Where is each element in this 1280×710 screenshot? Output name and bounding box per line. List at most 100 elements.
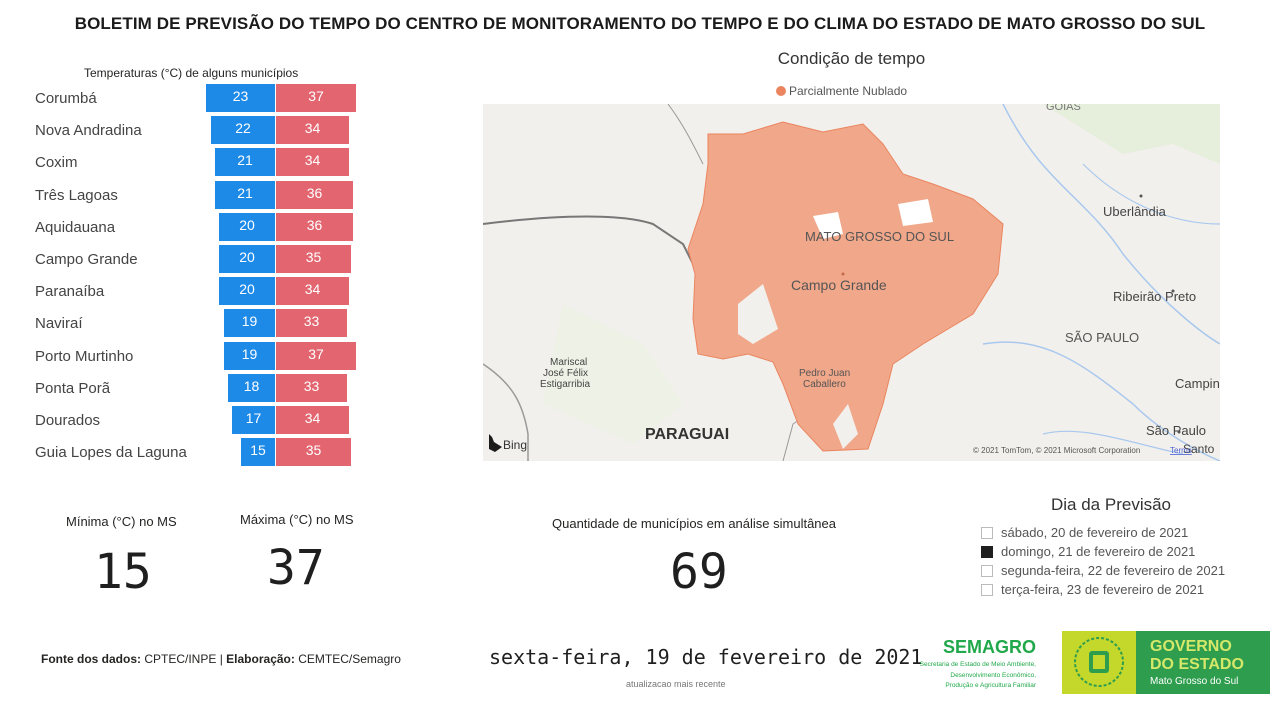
gov-line-2: DO ESTADO: [1150, 656, 1244, 673]
map-label-pedro-1: Pedro Juan: [799, 368, 850, 379]
max-temperature-bar[interactable]: 34: [276, 148, 349, 177]
min-temperature-bar[interactable]: 21: [215, 180, 275, 209]
forecast-day-label: domingo, 21 de fevereiro de 2021: [1001, 544, 1196, 559]
legend-label: Parcialmente Nublado: [789, 84, 908, 98]
min-temperature-bar[interactable]: 15: [241, 438, 275, 467]
temperature-row[interactable]: Naviraí 19 33: [0, 309, 460, 338]
max-temperature-bar[interactable]: 34: [276, 277, 349, 306]
forecast-day-label: segunda-feira, 22 de fevereiro de 2021: [1001, 563, 1226, 578]
forecast-day-option[interactable]: segunda-feira, 22 de fevereiro de 2021: [981, 563, 1225, 581]
min-temperature-bar[interactable]: 21: [215, 148, 275, 177]
map-title: Condição de tempo: [777, 49, 926, 68]
min-kpi-value: 15: [94, 544, 152, 600]
min-temperature-bar[interactable]: 23: [206, 84, 275, 112]
map-label-santo: Santo: [1183, 442, 1215, 456]
map-canvas: MATO GROSSO DO SUL Campo Grande Uberlând…: [483, 104, 1220, 461]
map-label-pedro-2: Caballero: [803, 379, 846, 390]
max-temperature-bar[interactable]: 33: [276, 309, 347, 338]
checkbox-checked-icon[interactable]: [981, 546, 993, 558]
checkbox-empty-icon[interactable]: [981, 584, 993, 596]
temperature-row[interactable]: Aquidauana 20 36: [0, 212, 460, 241]
temperature-row[interactable]: Ponta Porã 18 33: [0, 373, 460, 402]
forecast-day-label: terça-feira, 23 de fevereiro de 2021: [1001, 582, 1205, 597]
min-temperature-bar[interactable]: 18: [228, 373, 275, 402]
bing-label: Bing: [503, 438, 527, 452]
min-temperature-bar[interactable]: 20: [219, 245, 275, 273]
min-temperature-bar[interactable]: 20: [219, 212, 275, 241]
legend-dot-icon: [776, 86, 786, 96]
max-temperature-bar[interactable]: 34: [276, 406, 349, 434]
temperature-row[interactable]: Coxim 21 34: [0, 148, 460, 177]
page-title: BOLETIM DE PREVISÃO DO TEMPO DO CENTRO D…: [74, 14, 1206, 33]
city-name: Guia Lopes da Laguna: [35, 444, 187, 462]
max-temperature-bar[interactable]: 33: [276, 373, 347, 402]
count-kpi-label: Quantidade de municípios em análise simu…: [552, 516, 837, 531]
forecast-day-option[interactable]: sábado, 20 de fevereiro de 2021: [981, 525, 1188, 543]
max-temperature-bar[interactable]: 34: [276, 116, 349, 145]
min-temperature-bar[interactable]: 19: [224, 309, 275, 338]
semagro-desc-3: Produção e Agricultura Familiar: [945, 682, 1036, 689]
semagro-desc-2: Desenvolvimento Econômico,: [950, 671, 1036, 679]
temperature-row[interactable]: Dourados 17 34: [0, 406, 460, 434]
max-temperature-bar[interactable]: 36: [276, 180, 353, 209]
max-temperature-bar[interactable]: 37: [276, 84, 356, 112]
map-legend[interactable]: Parcialmente Nublado: [776, 84, 907, 98]
city-name: Dourados: [35, 412, 101, 429]
max-temperature-bar[interactable]: 37: [276, 341, 356, 370]
temperature-row[interactable]: Paranaíba 20 34: [0, 277, 460, 306]
forecast-day-option[interactable]: terça-feira, 23 de fevereiro de 2021: [981, 582, 1204, 600]
forecast-day-option[interactable]: domingo, 21 de fevereiro de 2021: [981, 544, 1195, 562]
source-separator: |: [219, 652, 223, 666]
data-source: Fonte dos dados: CPTEC/INPE | Elaboração…: [41, 652, 401, 666]
temperature-row[interactable]: Porto Murtinho 19 37: [0, 341, 460, 370]
city-name: Campo Grande: [35, 251, 138, 268]
map-terms-link: Terms: [1170, 446, 1192, 455]
checkbox-empty-icon[interactable]: [981, 565, 993, 577]
city-name: Porto Murtinho: [35, 347, 134, 365]
min-temperature-bar[interactable]: 17: [232, 406, 275, 434]
map-label-ribeirao: Ribeirão Preto: [1113, 289, 1196, 304]
map-label-goias: GOIÁS: [1046, 104, 1081, 113]
map-label-campo-grande: Campo Grande: [791, 277, 887, 293]
temperature-row[interactable]: Nova Andradina 22 34: [0, 116, 460, 145]
source-label: Fonte dos dados:: [41, 652, 141, 666]
city-name: Paranaíba: [35, 283, 105, 301]
map-label-sao-paulo-city: São Paulo: [1146, 423, 1206, 438]
government-logo: GOVERNO DO ESTADO Mato Grosso do Sul: [1062, 631, 1270, 694]
min-temperature-bar[interactable]: 22: [211, 116, 275, 145]
map-label-sao-paulo-state: SÃO PAULO: [1065, 330, 1139, 345]
city-name: Nova Andradina: [35, 122, 142, 140]
map-label-mariscal-2: José Félix: [543, 368, 588, 379]
temperature-row[interactable]: Três Lagoas 21 36: [0, 180, 460, 209]
temperature-row[interactable]: Campo Grande 20 35: [0, 245, 460, 273]
weather-map[interactable]: MATO GROSSO DO SUL Campo Grande Uberlând…: [483, 104, 1220, 461]
bulletin-date-subtitle: atualizacao mais recente: [626, 679, 726, 689]
min-temperature-bar[interactable]: 19: [224, 341, 275, 370]
min-kpi-label: Mínima (°C) no MS: [66, 514, 177, 529]
semagro-name: SEMAGRO: [942, 637, 1036, 657]
temperature-row[interactable]: Guia Lopes da Laguna 15 35: [0, 438, 460, 467]
temperature-row[interactable]: Corumbá 23 37: [0, 84, 460, 112]
temperatures-caption: Temperaturas (°C) de alguns municípios: [84, 66, 299, 80]
max-temperature-bar[interactable]: 35: [276, 245, 351, 273]
gov-line-1: GOVERNO: [1150, 638, 1232, 655]
map-label-paraguai: PARAGUAI: [645, 426, 729, 443]
semagro-logo: SEMAGRO Secretaria de Estado de Meio Amb…: [896, 637, 1036, 690]
city-name: Coxim: [35, 154, 78, 172]
max-temperature-bar[interactable]: 36: [276, 212, 353, 241]
city-name: Três Lagoas: [35, 186, 118, 204]
source-value: CPTEC/INPE: [144, 652, 217, 666]
max-temperature-bar[interactable]: 35: [276, 438, 351, 467]
checkbox-empty-icon[interactable]: [981, 527, 993, 539]
semagro-desc-1: Secretaria de Estado de Meio Ambiente,: [919, 661, 1036, 668]
map-label-mariscal-1: Mariscal: [550, 357, 587, 368]
map-label-uberlandia: Uberlândia: [1103, 204, 1167, 219]
min-temperature-bar[interactable]: 20: [219, 277, 275, 306]
elaboration-label: Elaboração:: [226, 652, 295, 666]
city-name: Ponta Porã: [35, 379, 111, 397]
max-kpi-value: 37: [267, 540, 325, 596]
map-copyright: © 2021 TomTom, © 2021 Microsoft Corporat…: [973, 446, 1140, 455]
city-name: Corumbá: [35, 90, 97, 107]
gov-line-3: Mato Grosso do Sul: [1150, 676, 1239, 687]
map-label-campinas: Campina: [1175, 376, 1220, 391]
